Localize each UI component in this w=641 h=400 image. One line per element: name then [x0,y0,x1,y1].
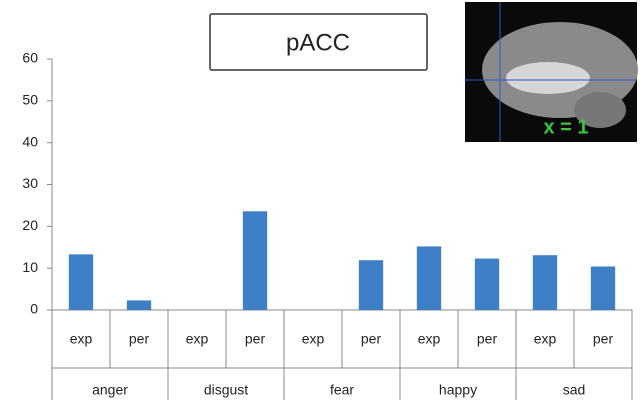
page: pACC x = 1 0 10 20 30 40 50 60 exp per exp per exp p… [0,0,641,400]
x-tick-label: per [129,331,150,347]
bar [591,266,615,310]
chart: pACC x = 1 0 10 20 30 40 50 60 exp per exp per exp p… [0,0,641,400]
y-tick-label: 60 [22,50,38,66]
y-tick-label: 40 [22,133,38,149]
x-tick-label: exp [302,331,325,347]
bar [533,255,557,310]
x-tick-label: per [361,331,382,347]
brain-structure [506,62,590,94]
bar [127,300,151,310]
y-tick-label: 30 [22,175,38,191]
bar [417,246,441,310]
y-tick-label: 50 [22,92,38,108]
y-tick-label: 0 [30,301,38,317]
x-tick-label: exp [418,331,441,347]
bar [475,259,499,310]
x-tick-label: exp [70,331,93,347]
x-tick-label: exp [534,331,557,347]
group-label: disgust [204,382,248,398]
y-tick-label: 20 [22,217,38,233]
chart-title: pACC [286,29,350,56]
bar [359,260,383,310]
y-tick-label: 10 [22,259,38,275]
group-label: anger [92,382,128,398]
x-tick-label: per [477,331,498,347]
bar [69,254,93,310]
x-tick-label: per [593,331,614,347]
x-tick-label: exp [186,331,209,347]
bar [243,211,267,310]
group-label: happy [439,382,477,398]
group-label: fear [330,382,354,398]
x-tick-label: per [245,331,266,347]
inset-label: x = 1 [543,116,588,138]
group-label: sad [563,382,586,398]
brain-inset: x = 1 [465,2,638,142]
